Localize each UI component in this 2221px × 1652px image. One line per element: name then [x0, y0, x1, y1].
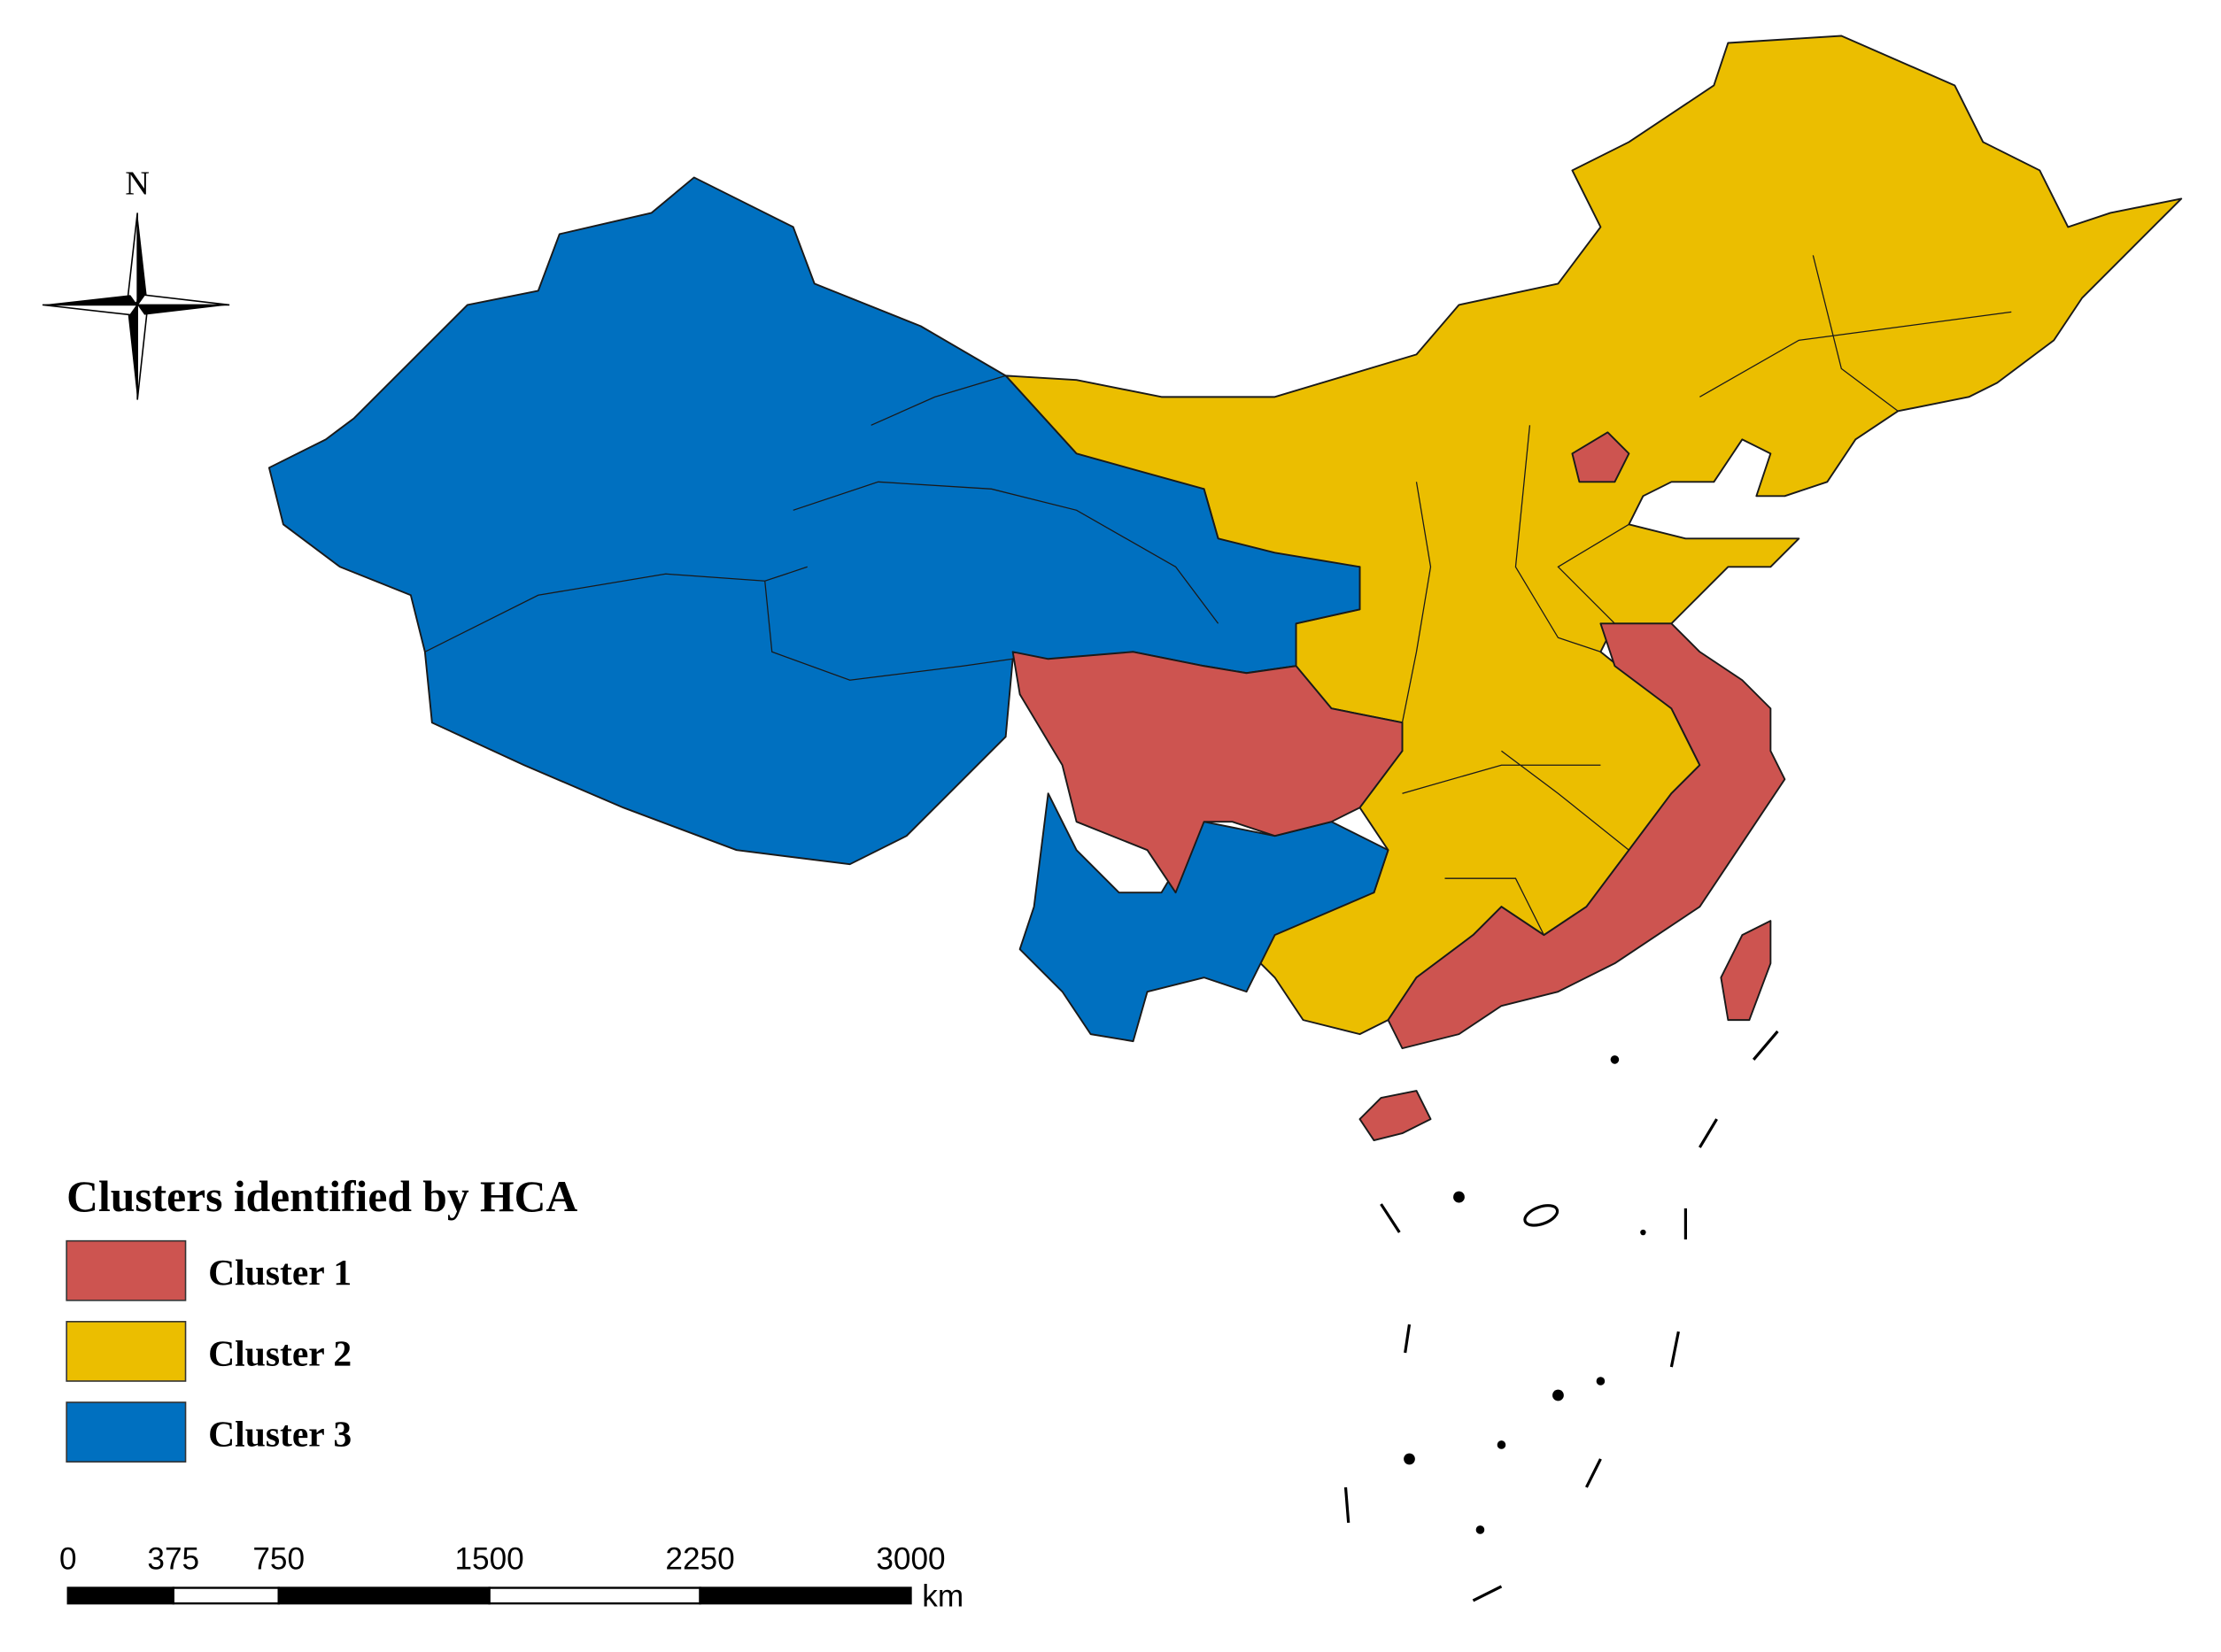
north-arrow-part: [42, 295, 138, 305]
north-arrow: N: [42, 166, 230, 400]
scale-label: 375: [147, 1542, 199, 1577]
island: [1404, 1453, 1415, 1465]
north-arrow-part: [135, 294, 230, 306]
island: [1523, 1204, 1559, 1227]
region: [1358, 1090, 1432, 1142]
scale-label: 3000: [876, 1542, 945, 1577]
north-arrow-part: [42, 304, 139, 316]
region: [1018, 792, 1389, 1043]
scale-label: 0: [59, 1542, 77, 1577]
legend-label: Cluster 2: [208, 1332, 352, 1373]
legend-swatch: [66, 1239, 187, 1301]
scale-label: 1500: [454, 1542, 523, 1577]
scale-segment: [66, 1586, 174, 1605]
region: [267, 176, 1361, 866]
island: [1552, 1389, 1564, 1401]
north-arrow-part: [136, 298, 149, 400]
scale-segment: [699, 1586, 912, 1605]
island: [1610, 1055, 1620, 1064]
legend-title: Clusters identified by HCA: [66, 1172, 577, 1221]
north-arrow-part: [137, 305, 230, 315]
legend: Cluster 1 Cluster 2 Cluster 3: [66, 1239, 352, 1463]
legend-label: Cluster 1: [208, 1252, 352, 1293]
map-regions: [267, 35, 2183, 1142]
north-label: N: [125, 166, 150, 203]
north-arrow-part: [127, 212, 138, 311]
north-arrow-part: [137, 212, 148, 310]
scale-unit: km: [922, 1579, 963, 1613]
scale-segment: [172, 1586, 280, 1605]
province-border: [424, 255, 2012, 936]
island: [1453, 1191, 1465, 1203]
island: [1475, 1525, 1485, 1534]
legend-swatch: [66, 1321, 187, 1382]
north-arrow-part: [127, 300, 138, 400]
region: [1387, 622, 1786, 1050]
scale-label: 750: [252, 1542, 305, 1577]
legend-label: Cluster 3: [208, 1414, 352, 1455]
island: [1497, 1440, 1506, 1449]
region: [1011, 651, 1404, 894]
scale-segment: [488, 1586, 701, 1605]
scale-label: 2250: [665, 1542, 734, 1577]
island-outline: [1343, 1030, 1779, 1602]
islands: [1343, 1030, 1779, 1602]
scale-segment: [277, 1586, 491, 1605]
region: [1720, 920, 1772, 1022]
island: [1640, 1229, 1646, 1236]
island: [1596, 1377, 1606, 1386]
region: [1571, 431, 1630, 483]
legend-swatch: [66, 1401, 187, 1463]
